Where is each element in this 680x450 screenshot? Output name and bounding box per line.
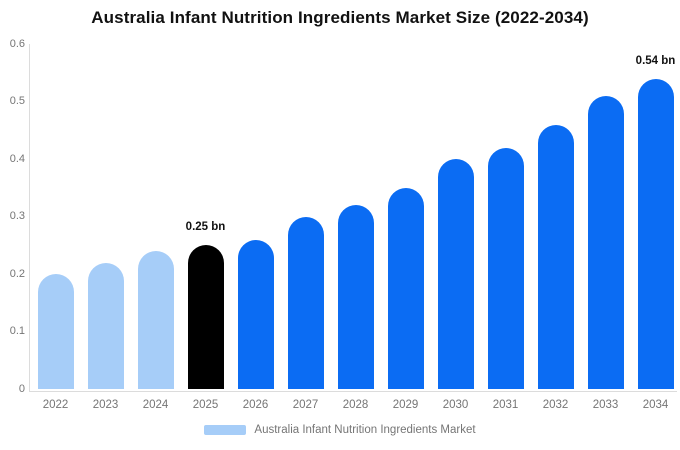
- x-axis-tick-label: 2033: [592, 399, 619, 411]
- y-axis-line: [29, 44, 30, 391]
- x-axis-tick-label: 2028: [342, 399, 369, 411]
- x-axis-tick-label: 2024: [142, 399, 169, 411]
- x-axis-tick-label: 2027: [292, 399, 319, 411]
- bar-2029[interactable]: [387, 187, 424, 389]
- bar-value-label: 0.54 bn: [635, 54, 676, 67]
- bar-2034[interactable]: [637, 78, 674, 389]
- x-axis-tick-label: 2025: [192, 399, 219, 411]
- legend-swatch-icon: [204, 425, 247, 435]
- y-axis-tick-label: 0.3: [9, 210, 25, 222]
- bar-2024[interactable]: [137, 251, 174, 389]
- bar-2023[interactable]: [87, 262, 124, 389]
- y-axis-tick-label: 0.2: [9, 267, 25, 280]
- bar-2032[interactable]: [537, 124, 574, 389]
- y-axis-tick-label: 0: [18, 382, 25, 395]
- y-axis-tick-label: 0.5: [9, 95, 25, 107]
- legend-item[interactable]: Australia Infant Nutrition Ingredients M…: [204, 424, 476, 436]
- bar-2022[interactable]: [37, 274, 74, 389]
- bar-2028[interactable]: [337, 205, 374, 389]
- bar-value-label: 0.25 bn: [185, 221, 226, 234]
- y-axis-tick-label: 0.1: [9, 325, 25, 337]
- x-axis-tick-label: 2023: [92, 399, 119, 411]
- bar-2033[interactable]: [587, 95, 624, 389]
- x-axis-tick-label: 2031: [492, 399, 519, 411]
- chart-title: Australia Infant Nutrition Ingredients M…: [91, 8, 589, 27]
- x-axis-tick-label: 2022: [42, 399, 69, 411]
- legend-label: Australia Infant Nutrition Ingredients M…: [254, 424, 476, 436]
- x-axis-tick-label: 2030: [442, 399, 469, 411]
- bar-2025[interactable]: [187, 245, 224, 389]
- bar-2031[interactable]: [487, 147, 524, 389]
- x-axis-line: [29, 391, 677, 392]
- bar-2030[interactable]: [437, 159, 474, 389]
- bar-2027[interactable]: [287, 216, 324, 389]
- x-axis-tick-label: 2032: [542, 399, 569, 411]
- y-axis-tick-label: 0.6: [9, 37, 25, 50]
- x-axis-tick-label: 2034: [642, 399, 669, 411]
- bar-2026[interactable]: [237, 239, 274, 389]
- x-axis-tick-label: 2026: [242, 399, 269, 411]
- legend: Australia Infant Nutrition Ingredients M…: [0, 424, 680, 436]
- y-axis-tick-label: 0.4: [9, 152, 25, 165]
- x-axis-tick-label: 2029: [392, 399, 419, 411]
